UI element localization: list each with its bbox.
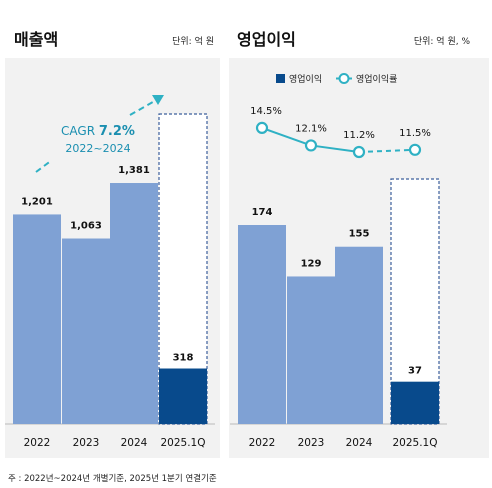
op-profit-x-tick: 2025.1Q: [392, 437, 437, 449]
right-chart-title: 영업이익: [237, 30, 296, 49]
margin-label: 12.1%: [295, 123, 327, 134]
op-profit-bar-label: 155: [349, 229, 370, 240]
cagr-arrow-upper: [129, 97, 161, 116]
legend-margin-marker: [338, 73, 350, 84]
op-profit-bar-label: 174: [252, 207, 273, 218]
op-profit-bar: [238, 224, 286, 424]
margin-label: 11.2%: [343, 130, 375, 141]
cagr-arrow-head: [152, 95, 164, 105]
margin-line-segment: [358, 148, 416, 153]
op-profit-x-tick: 2024: [346, 437, 373, 449]
revenue-bar-label: 318: [173, 353, 194, 364]
op-profit-bar: [391, 381, 439, 424]
right-chart-unit: 단위: 억 원, %: [414, 35, 471, 47]
revenue-bar: [13, 214, 61, 424]
margin-point: [255, 121, 269, 135]
margin-point: [408, 143, 422, 156]
revenue-chart: 1,201 2022 1,063 2023 1,381 2024 318 2025.1Q: [5, 113, 215, 449]
cagr-label: CAGR 7.2%: [61, 124, 135, 139]
revenue-x-tick: 2024: [121, 437, 148, 449]
revenue-bar: [110, 183, 158, 424]
margin-point: [352, 145, 366, 159]
op-profit-chart: 174 2022 129 2023 155 2024 37 2025.1Q 14.5% 12.1%…: [230, 106, 447, 449]
legend-op-profit-marker: [276, 74, 285, 83]
op-profit-bar-label: 37: [408, 366, 422, 377]
margin-label: 14.5%: [250, 106, 282, 117]
left-chart-unit: 단위: 억 원: [172, 35, 214, 47]
op-profit-bar: [287, 276, 335, 424]
revenue-bar: [62, 238, 110, 424]
margin-line-segment: [310, 144, 360, 153]
cagr-arrow-lower: [35, 159, 53, 173]
revenue-x-tick: 2025.1Q: [160, 437, 205, 449]
revenue-x-tick: 2022: [24, 437, 51, 449]
legend-margin-label: 영업이익률: [356, 73, 397, 85]
op-profit-bar-label: 129: [301, 258, 322, 269]
margin-line-segment: [261, 126, 312, 147]
revenue-bar-label: 1,201: [21, 196, 53, 207]
op-profit-x-tick: 2022: [249, 437, 276, 449]
cagr-value: 7.2%: [99, 124, 135, 139]
margin-label: 11.5%: [399, 128, 431, 139]
margin-point: [304, 139, 318, 152]
legend-op-profit-label: 영업이익: [289, 73, 322, 85]
footnote: 주 : 2022년~2024년 개별기준, 2025년 1분기 연결기준: [8, 473, 217, 484]
cagr-period: 2022~2024: [65, 142, 130, 155]
left-chart-title: 매출액: [14, 30, 58, 49]
op-profit-x-tick: 2023: [298, 437, 325, 449]
cagr-prefix: CAGR: [61, 124, 95, 138]
revenue-bar-label: 1,381: [118, 165, 150, 176]
revenue-x-tick: 2023: [73, 437, 100, 449]
op-profit-bar: [335, 246, 383, 424]
revenue-bar: [159, 368, 207, 424]
revenue-bar-label: 1,063: [70, 221, 102, 232]
